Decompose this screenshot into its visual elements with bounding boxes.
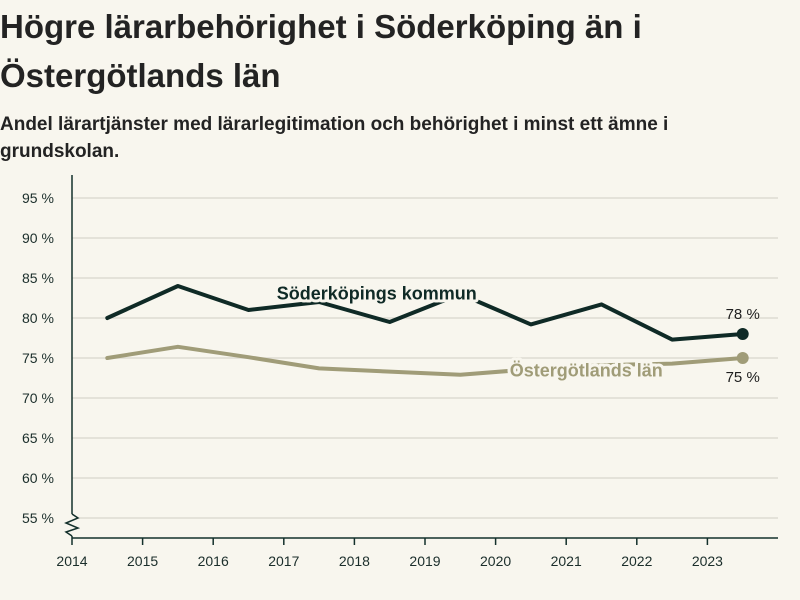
chart-title: Högre lärarbehörighet i Söderköping än i… <box>0 8 642 94</box>
x-tick-label-2020: 2020 <box>480 553 511 569</box>
end-value-label-kommun: 78 % <box>726 306 760 323</box>
x-tick-label-2014: 2014 <box>56 553 87 569</box>
x-tick-label-2018: 2018 <box>339 553 370 569</box>
end-value-label-lan: 75 % <box>726 369 760 386</box>
x-tick-label-2019: 2019 <box>409 553 440 569</box>
y-tick-label-80: 80 % <box>22 310 54 326</box>
x-tick-label-2016: 2016 <box>198 553 229 569</box>
series-label-kommun: Söderköpings kommun <box>277 284 477 304</box>
y-tick-label-60: 60 % <box>22 470 54 486</box>
x-tick-label-2015: 2015 <box>127 553 158 569</box>
x-tick-label-2017: 2017 <box>268 553 299 569</box>
chart-subtitle: Andel lärartjänster med lärarlegitimatio… <box>0 114 669 162</box>
y-tick-label-55: 55 % <box>22 510 54 526</box>
y-tick-label-70: 70 % <box>22 390 54 406</box>
y-tick-label-95: 95 % <box>22 190 54 206</box>
x-tick-label-2021: 2021 <box>551 553 582 569</box>
x-tick-label-2023: 2023 <box>692 553 723 569</box>
end-marker-lan <box>736 352 749 364</box>
x-tick-label-2022: 2022 <box>621 553 652 569</box>
end-marker-kommun <box>736 328 749 340</box>
axis-break-icon <box>64 513 81 537</box>
y-tick-label-85: 85 % <box>22 270 54 286</box>
series-label-lan: Östergötlands län <box>510 360 663 380</box>
series-line-kommun <box>105 284 745 342</box>
y-tick-label-65: 65 % <box>22 430 54 446</box>
series-line-lan <box>105 344 745 377</box>
y-tick-label-90: 90 % <box>22 230 54 246</box>
y-tick-label-75: 75 % <box>22 350 54 366</box>
